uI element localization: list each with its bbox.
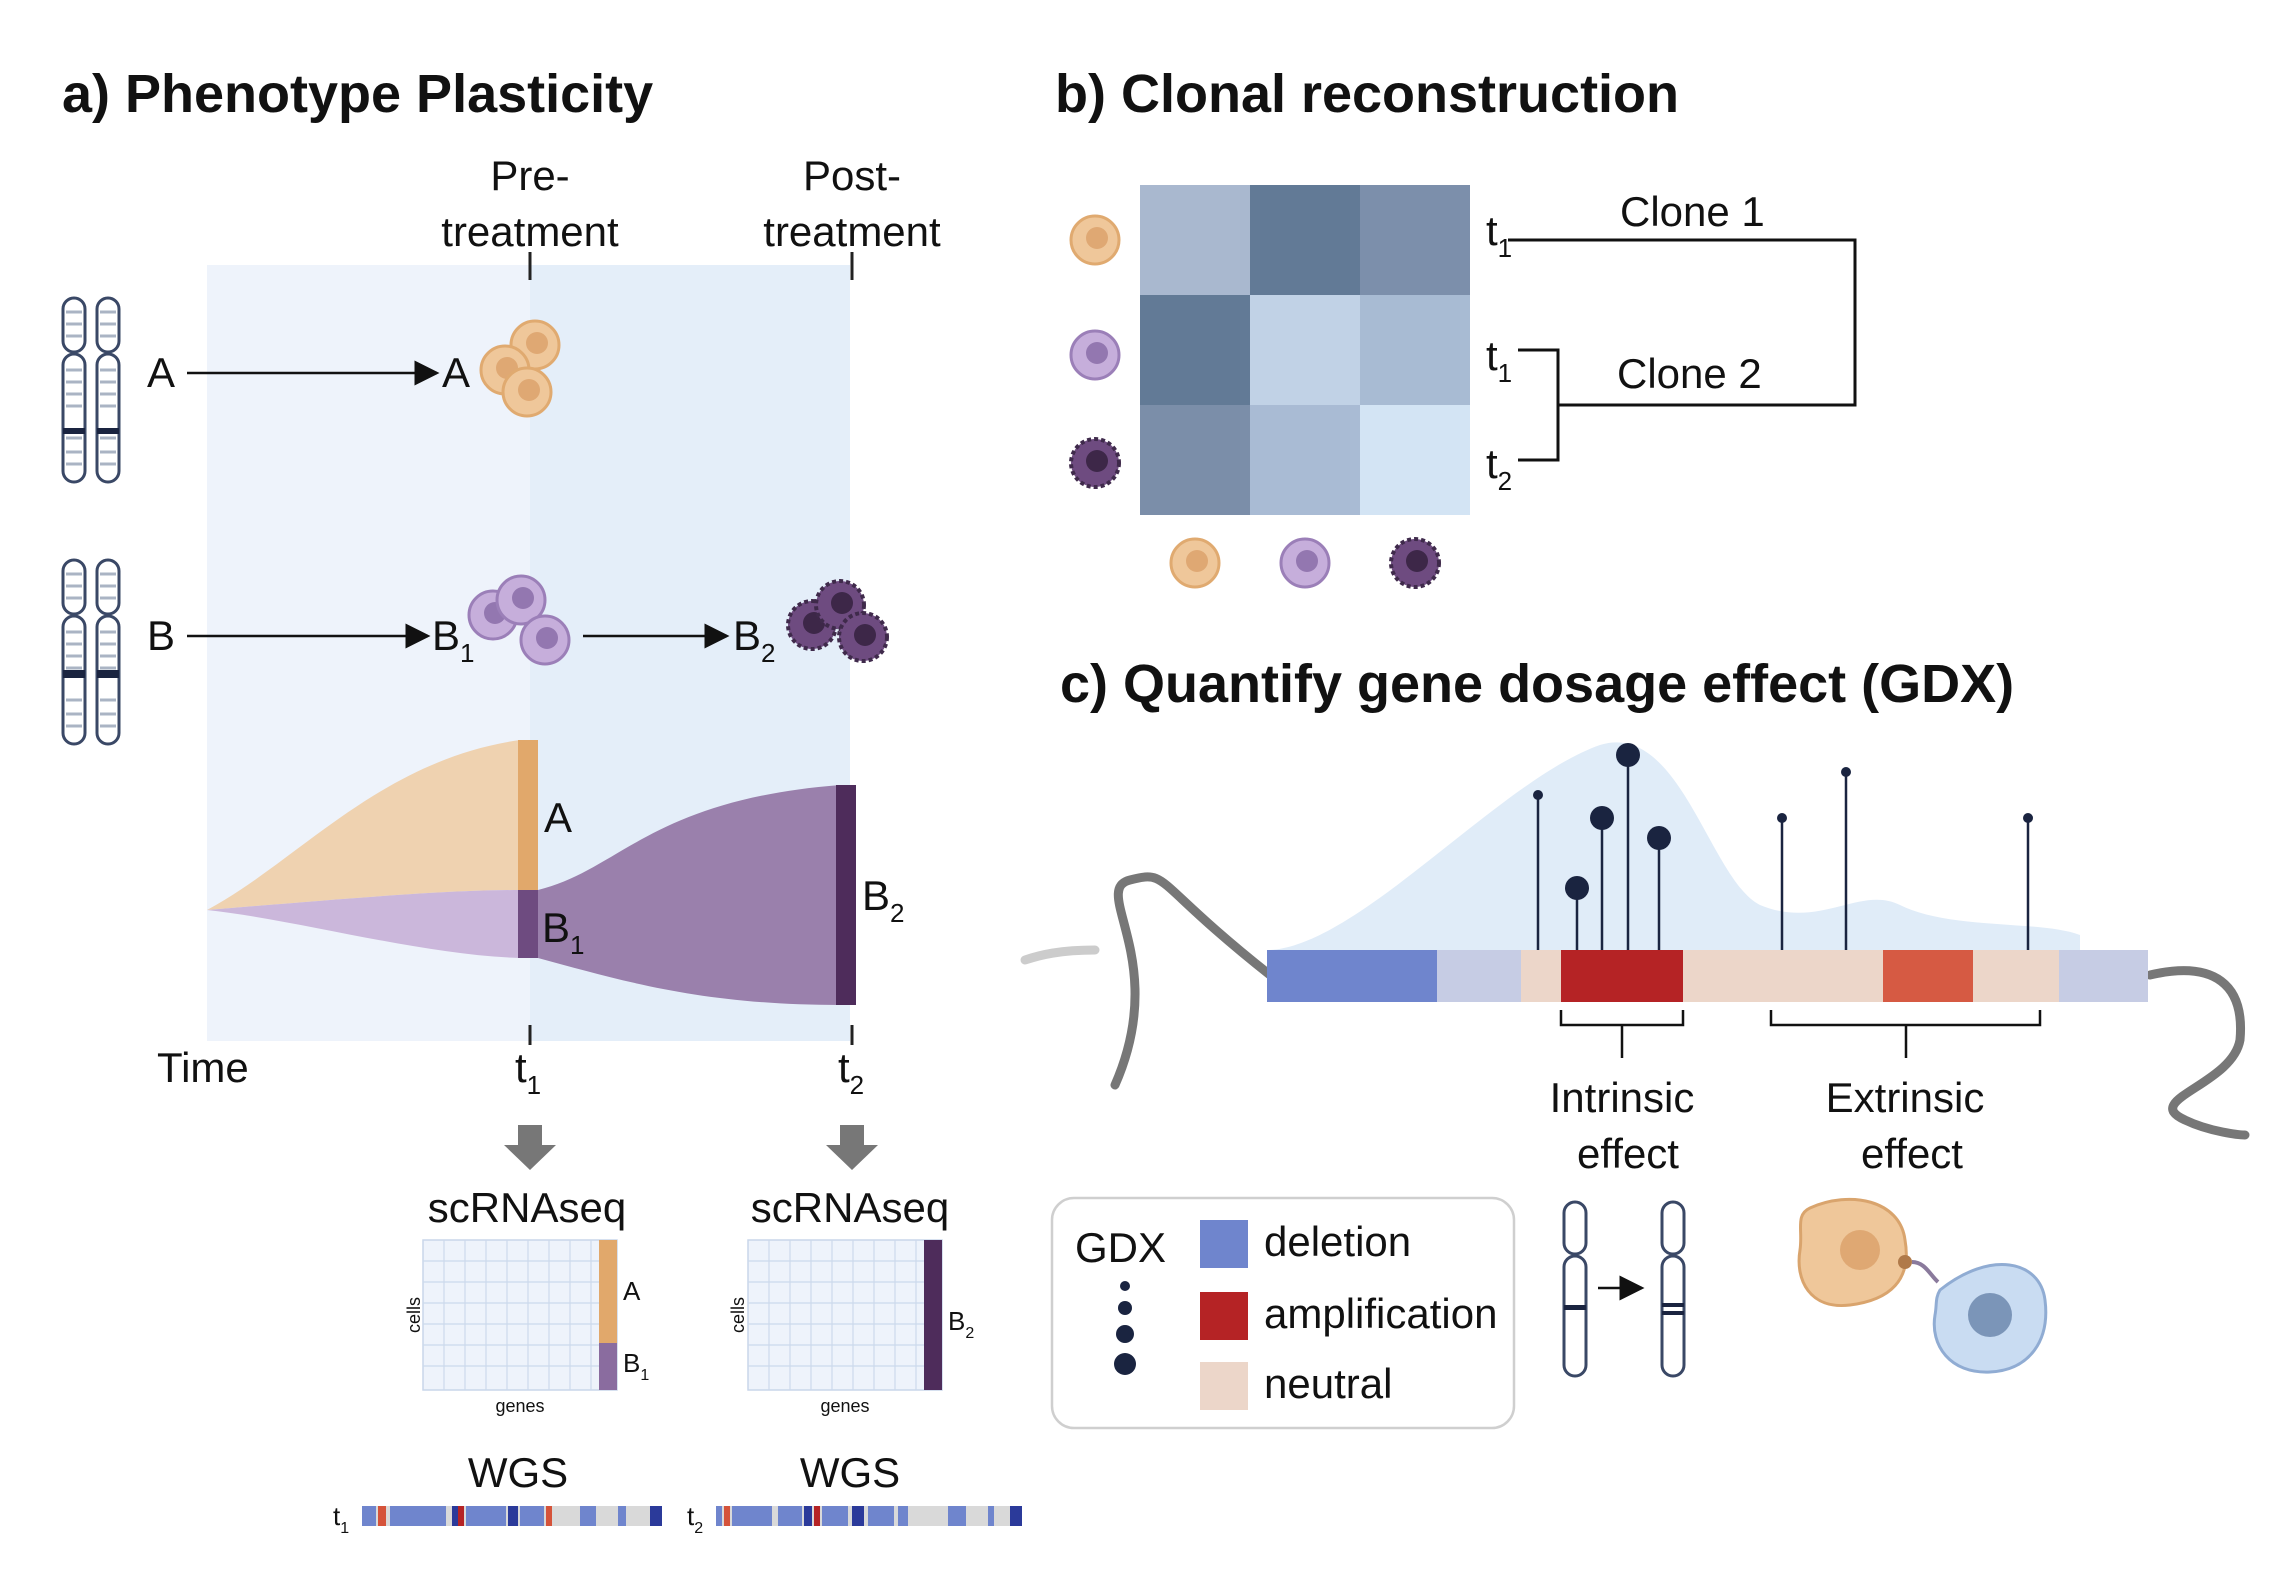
cells-axis-label: cells (404, 1297, 424, 1333)
genes-axis-label: genes (495, 1396, 544, 1416)
clone-2-label: Clone 2 (1617, 350, 1762, 397)
heatmap-cell (1250, 185, 1360, 295)
legend: GDX deletion amplification neutral (1050, 1196, 1516, 1430)
column-cells (1169, 537, 1441, 589)
clone-b-label: B (147, 612, 175, 659)
heatmap-cell (1140, 295, 1250, 405)
legend-neutral: neutral (1264, 1360, 1392, 1407)
amplification-swatch (1200, 1292, 1248, 1340)
scrnaseq-matrix-2 (747, 1239, 943, 1391)
t2-axis-label: t2 (838, 1044, 864, 1100)
heatmap-cell (1140, 405, 1250, 515)
intrinsic-label-1: Intrinsic (1550, 1074, 1695, 1121)
chromosome-gain-icon (1562, 1200, 1686, 1378)
scrnaseq-label-2: scRNAseq (751, 1184, 949, 1231)
matrix-b1-label: B1 (623, 1348, 649, 1384)
chromosome-pair-b (61, 558, 121, 746)
similarity-heatmap (1140, 185, 1470, 515)
wgs-label-1: WGS (468, 1449, 568, 1496)
panel-b-title: b) Clonal reconstruction (1055, 64, 1679, 124)
effect-brackets (1559, 1010, 2042, 1058)
t1-axis-label: t1 (515, 1044, 541, 1100)
post-label-2: treatment (763, 208, 941, 255)
heatmap-cell (1360, 295, 1470, 405)
neutral-swatch (1200, 1362, 1248, 1410)
b2-label: B2 (733, 612, 775, 668)
wgs-t2-label: t2 (687, 1501, 703, 1537)
clone-dendrogram (1508, 238, 1857, 462)
clonal-evolution-plot (207, 740, 856, 1005)
fish-a-label: A (544, 794, 572, 841)
intrinsic-label-2: effect (1577, 1130, 1679, 1177)
scrnaseq-label-1: scRNAseq (428, 1184, 626, 1231)
down-arrow-icon (826, 1125, 878, 1170)
chromosome-pair-a (61, 296, 121, 484)
panel-c-title: c) Quantify gene dosage effect (GDX) (1060, 654, 2014, 714)
cell-interaction-icon (1797, 1197, 2048, 1374)
pre-label-2: treatment (441, 208, 619, 255)
dna-strand-left (1110, 872, 1275, 1090)
row-cells (1069, 214, 1121, 489)
post-label-1: Post- (803, 152, 901, 199)
clone-a-label-2: A (442, 349, 470, 396)
genome-bar (1267, 950, 2148, 1002)
matrix-a-label: A (623, 1276, 641, 1306)
scrnaseq-matrix-1 (422, 1239, 618, 1391)
pre-label-1: Pre- (490, 152, 569, 199)
heatmap-cell (1360, 185, 1470, 295)
matrix-b2-label: B2 (948, 1306, 974, 1342)
wgs-track-t1 (362, 1506, 662, 1526)
legend-amplification: amplification (1264, 1290, 1497, 1337)
deletion-swatch (1200, 1220, 1248, 1268)
legend-gdx-label: GDX (1075, 1224, 1166, 1271)
dna-strand-right (2145, 966, 2250, 1140)
heatmap-cell (1140, 185, 1250, 295)
wgs-label-2: WGS (800, 1449, 900, 1496)
legend-deletion: deletion (1264, 1218, 1411, 1265)
row-t1-label-2: t1 (1486, 332, 1512, 388)
density-curve (1270, 742, 2080, 955)
clone-1-label: Clone 1 (1620, 188, 1765, 235)
heatmap-cell (1360, 405, 1470, 515)
b1-label: B1 (432, 612, 474, 668)
heatmap-cell (1250, 405, 1360, 515)
extrinsic-label-1: Extrinsic (1826, 1074, 1985, 1121)
row-t1-label: t1 (1486, 207, 1512, 263)
row-t2-label: t2 (1486, 440, 1512, 496)
heatmap-cell (1250, 295, 1360, 405)
extrinsic-label-2: effect (1861, 1130, 1963, 1177)
time-label: Time (157, 1044, 249, 1091)
cells-axis-label: cells (728, 1297, 748, 1333)
wgs-track-t2 (716, 1506, 1022, 1526)
fish-b2-label: B2 (862, 872, 904, 928)
panel-a-title: a) Phenotype Plasticity (62, 64, 653, 124)
genes-axis-label: genes (820, 1396, 869, 1416)
clone-a-label: A (147, 349, 175, 396)
gdx-lollipops (1533, 743, 2033, 950)
down-arrow-icon (504, 1125, 556, 1170)
fish-b1-label: B1 (542, 904, 584, 960)
wgs-t1-label: t1 (333, 1501, 349, 1537)
